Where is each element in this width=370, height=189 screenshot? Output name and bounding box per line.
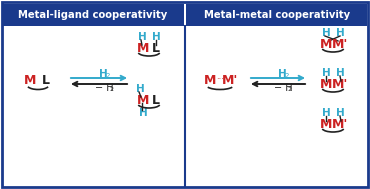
Text: H: H bbox=[336, 68, 344, 78]
Text: L: L bbox=[152, 42, 160, 54]
Text: H: H bbox=[322, 108, 330, 118]
Text: M': M' bbox=[332, 118, 348, 130]
Text: M: M bbox=[204, 74, 216, 88]
Text: H: H bbox=[322, 68, 330, 78]
Text: 2: 2 bbox=[285, 73, 289, 79]
Text: M': M' bbox=[222, 74, 238, 88]
Text: M': M' bbox=[332, 37, 348, 50]
Text: 2: 2 bbox=[109, 87, 113, 92]
Text: H: H bbox=[336, 108, 344, 118]
Text: M: M bbox=[320, 118, 332, 130]
Text: 2: 2 bbox=[288, 87, 292, 92]
Text: M': M' bbox=[332, 77, 348, 91]
Text: H: H bbox=[322, 28, 330, 38]
Text: L: L bbox=[42, 74, 50, 88]
Bar bbox=[186, 4, 367, 26]
Text: H: H bbox=[136, 84, 144, 94]
Text: − H: − H bbox=[274, 83, 293, 93]
Text: M: M bbox=[320, 77, 332, 91]
Text: Metal-metal cooperativity: Metal-metal cooperativity bbox=[204, 10, 350, 20]
Text: L: L bbox=[152, 94, 160, 106]
Text: H: H bbox=[278, 69, 287, 79]
Text: H: H bbox=[336, 28, 344, 38]
Bar bbox=[3, 4, 184, 26]
Text: M: M bbox=[320, 37, 332, 50]
Text: M: M bbox=[137, 94, 149, 106]
Text: M: M bbox=[137, 42, 149, 54]
Text: M: M bbox=[24, 74, 36, 88]
Text: H: H bbox=[99, 69, 108, 79]
Text: H: H bbox=[152, 32, 160, 42]
Text: Metal-ligand cooperativity: Metal-ligand cooperativity bbox=[18, 10, 168, 20]
Text: H: H bbox=[139, 108, 147, 118]
Text: 2: 2 bbox=[106, 73, 110, 79]
Text: ···: ··· bbox=[216, 75, 224, 84]
Text: H: H bbox=[138, 32, 147, 42]
Text: − H: − H bbox=[95, 83, 114, 93]
